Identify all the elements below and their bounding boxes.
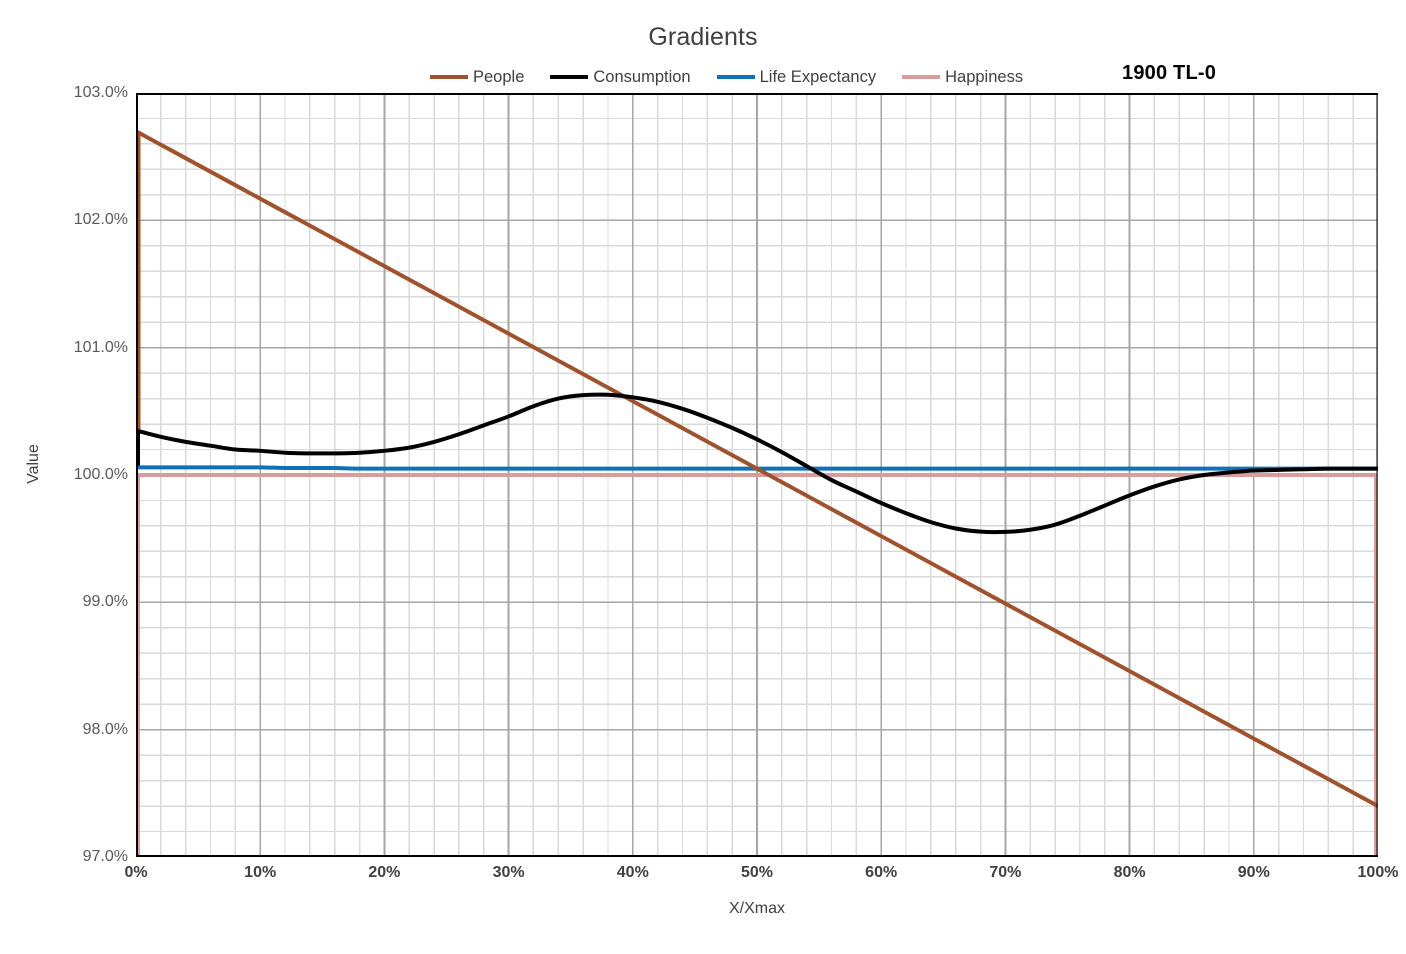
axis-frame (136, 93, 1378, 857)
plot-svg (136, 93, 1378, 857)
legend-item-life-expectancy[interactable]: Life Expectancy (716, 68, 877, 86)
x-tick-label: 30% (492, 864, 525, 881)
x-tick-label: 80% (1113, 864, 1146, 881)
x-tick-label: 90% (1237, 864, 1270, 881)
legend-item-people[interactable]: People (430, 68, 524, 86)
legend-label-life-expectancy: Life Expectancy (759, 68, 877, 86)
chart-legend: People Consumption Life Expectancy Happi… (430, 64, 1023, 90)
x-tick-label: 0% (124, 864, 148, 881)
legend-swatch-people (430, 75, 468, 79)
series-line-people (136, 129, 1378, 809)
legend-swatch-happiness (902, 75, 941, 79)
x-tick-label: 70% (989, 864, 1022, 881)
chart-annotation-label: 1900 TL-0 (1122, 62, 1217, 84)
y-tick-label: 103.0% (73, 84, 128, 101)
chart-title: Gradients (648, 23, 758, 51)
y-tick-label: 97.0% (82, 848, 128, 865)
y-axis-tick-labels: 97.0% 98.0% 99.0% 100.0% 101.0% 102.0% 103.0% (0, 84, 128, 865)
series-line-consumption (136, 392, 1378, 535)
legend-label-happiness: Happiness (945, 68, 1024, 86)
y-tick-label: 99.0% (82, 593, 128, 611)
legend-item-consumption[interactable]: Consumption (550, 68, 691, 86)
x-tick-label: 20% (368, 864, 401, 881)
y-tick-label: 100.0% (73, 466, 128, 483)
x-tick-label: 10% (244, 864, 277, 881)
data-series-lines (136, 129, 1378, 809)
legend-swatch-life-expectancy (716, 75, 755, 79)
y-tick-label: 101.0% (73, 338, 128, 356)
x-tick-label: 100% (1357, 864, 1399, 881)
legend-swatch-consumption (550, 75, 589, 79)
x-axis-tick-labels: 0% 10% 20% 30% 40% 50% 60% 70% 80% 90% 100% (124, 863, 1398, 891)
legend-label-consumption: Consumption (593, 68, 691, 86)
y-tick-label: 102.0% (73, 211, 128, 229)
x-tick-label: 50% (740, 864, 774, 881)
plot-area (136, 93, 1378, 857)
legend-label-people: People (473, 68, 525, 86)
y-tick-label: 98.0% (82, 720, 128, 738)
x-tick-label: 40% (616, 864, 649, 881)
x-axis-title: X/Xmax (728, 900, 785, 917)
x-tick-label: 60% (865, 864, 898, 881)
legend-item-happiness[interactable]: Happiness (902, 68, 1023, 86)
